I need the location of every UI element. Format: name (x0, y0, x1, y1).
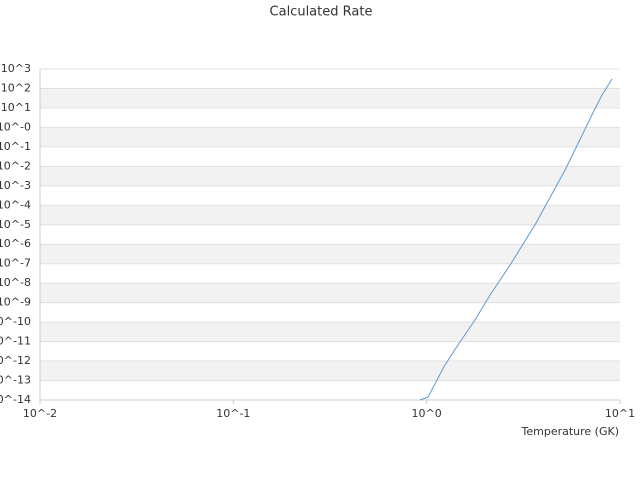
grid-band (40, 146, 620, 167)
grid-band (40, 380, 620, 400)
grid-band (40, 185, 620, 206)
y-tick-label: 10^-0 (0, 120, 31, 133)
grid-band (40, 69, 620, 89)
y-tick-label: 10^-3 (0, 179, 31, 192)
y-tick-label: 10^-2 (0, 159, 31, 172)
y-tick-label: 10^-8 (0, 276, 31, 289)
grid-band (40, 244, 620, 264)
y-tick-label: 10^2 (1, 81, 31, 94)
y-tick-label: 10^-9 (0, 296, 31, 309)
y-tick-label: 10^-13 (0, 374, 31, 387)
y-tick-label: 10^1 (1, 101, 31, 114)
y-tick-label: 10^-1 (0, 140, 31, 153)
y-tick-label: 10^-4 (0, 198, 31, 211)
x-tick-label: 10^-1 (216, 407, 250, 420)
y-tick-label: 10^-11 (0, 335, 31, 348)
x-tick-label: 10^-2 (23, 407, 57, 420)
chart-title: Calculated Rate (270, 5, 373, 20)
grid-band (40, 127, 620, 147)
grid-band (40, 341, 620, 362)
grid-band (40, 224, 620, 245)
grid-band (40, 166, 620, 186)
y-tick-label: 10^3 (1, 62, 31, 75)
grid-band (40, 322, 620, 342)
grid-band (40, 263, 620, 284)
x-axis-label: Temperature (GK) (521, 425, 620, 438)
grid-band (40, 283, 620, 303)
grid-band (40, 88, 620, 108)
data-line (419, 78, 613, 401)
y-tick-label: 10^-10 (0, 315, 31, 328)
grid-band (40, 205, 620, 225)
y-tick-label: 10^-6 (0, 237, 31, 250)
grid-band (40, 302, 620, 323)
y-tick-label: 10^-5 (0, 218, 31, 231)
y-tick-label: 10^-12 (0, 354, 31, 367)
grid-band (40, 361, 620, 381)
y-tick-label: 10^-7 (0, 257, 31, 270)
x-tick-label: 10^0 (412, 407, 442, 420)
x-tick-label: 10^1 (605, 407, 635, 420)
grid-band (40, 107, 620, 128)
y-tick-label: 10^-14 (0, 393, 31, 406)
